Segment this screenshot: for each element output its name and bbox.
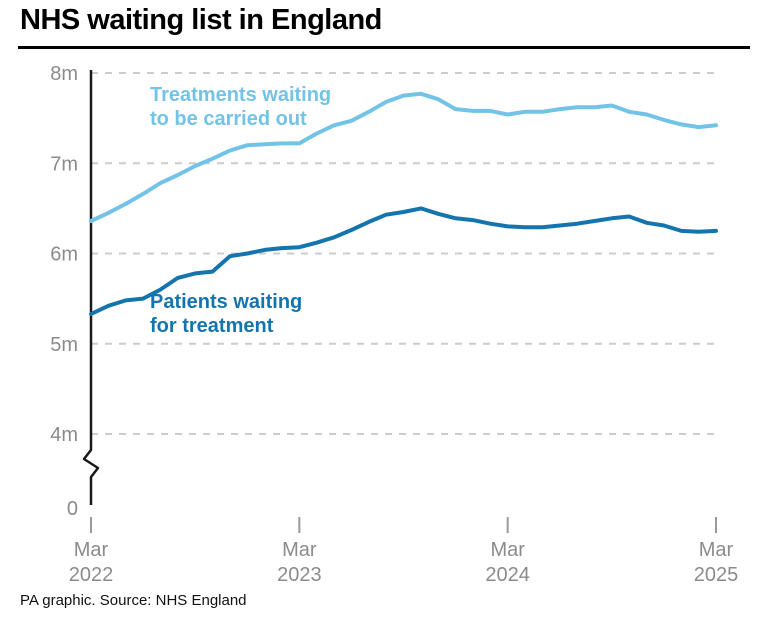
x-tick-label-month: Mar [74, 539, 109, 561]
series-label-line: to be carried out [150, 107, 307, 130]
y-tick-label: 4m [50, 424, 78, 446]
series-line-treatments [89, 91, 718, 223]
y-tick-label: 0 [67, 498, 78, 520]
series-line-patients [89, 206, 718, 316]
series-label-treatments: Treatments waiting to be carried out [150, 84, 331, 131]
series-label-line: for treatment [150, 314, 274, 337]
source-credit: PA graphic. Source: NHS England [20, 592, 247, 609]
series-label-line: Patients waiting [150, 291, 303, 313]
x-tick-label-month: Mar [699, 539, 734, 561]
y-tick-label: 7m [50, 153, 78, 175]
y-tick-label: 6m [50, 244, 78, 266]
y-axis-with-break [82, 70, 100, 505]
x-tick-label-month: Mar [282, 539, 317, 561]
x-tick-label-month: Mar [490, 539, 525, 561]
series-label-patients: Patients waiting for treatment [150, 291, 302, 338]
x-tick-label-year: 2024 [485, 564, 530, 586]
series-label-line: Treatments waiting [150, 84, 332, 106]
x-tick-label-year: 2023 [277, 564, 322, 586]
y-tick-label: 8m [50, 63, 78, 85]
page-title: NHS waiting list in England [20, 4, 382, 36]
title-underline [18, 46, 750, 49]
y-tick-label: 5m [50, 334, 78, 356]
x-tick-label-year: 2022 [69, 564, 114, 586]
x-tick-label-year: 2025 [694, 564, 739, 586]
